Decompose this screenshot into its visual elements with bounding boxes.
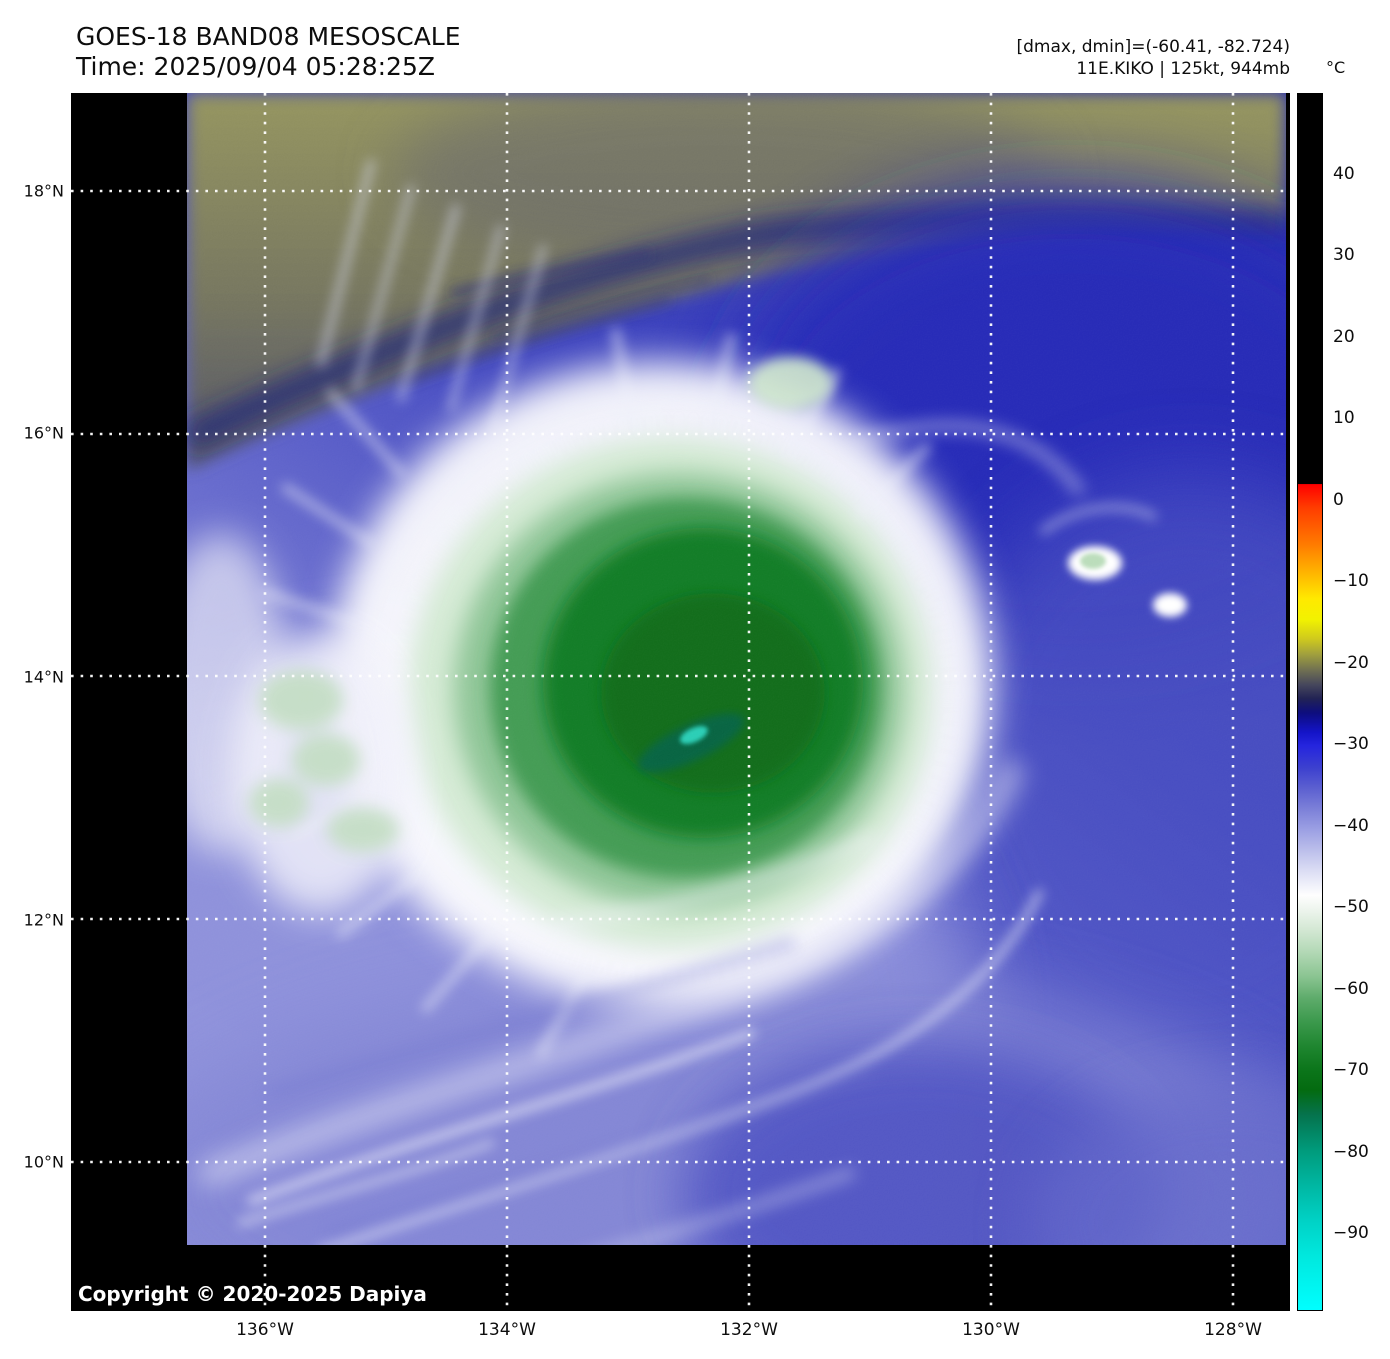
lon-tick-136w: 136°W [236,1320,294,1340]
cb-tick-m10: −10 [1333,571,1369,591]
cb-tick-40: 40 [1333,164,1355,184]
lat-tick-16n: 16°N [23,423,64,443]
lat-tick-14n: 14°N [23,667,64,687]
colorbar [1297,93,1323,1311]
cb-tick-m70: −70 [1333,1060,1369,1080]
cb-tick-m30: −30 [1333,734,1369,754]
cb-tick-m40: −40 [1333,816,1369,836]
grain-overlay [187,93,1286,1245]
cb-tick-10: 10 [1333,408,1355,428]
lon-tick-134w: 134°W [478,1320,536,1340]
graticule-gridlines [71,93,1290,1311]
cb-tick-m60: −60 [1333,979,1369,999]
lat-tick-18n: 18°N [23,181,64,201]
lon-tick-130w: 130°W [962,1320,1020,1340]
lon-tick-132w: 132°W [720,1320,778,1340]
storm-annotation: 11E.KIKO | 125kt, 944mb [1076,59,1290,79]
colorbar-unit-label: °C [1326,58,1346,77]
satellite-image [71,93,1290,1311]
cb-tick-m80: −80 [1333,1142,1369,1162]
lon-tick-128w: 128°W [1204,1320,1262,1340]
dmax-dmin-annotation: [dmax, dmin]=(-60.41, -82.724) [1016,37,1291,57]
cb-tick-m50: −50 [1333,897,1369,917]
cb-tick-0: 0 [1333,490,1344,510]
cb-tick-30: 30 [1333,245,1355,265]
lat-tick-12n: 12°N [23,910,64,930]
lat-tick-10n: 10°N [23,1152,64,1172]
cb-tick-m90: −90 [1333,1223,1369,1243]
plot-time: Time: 2025/09/04 05:28:25Z [76,52,435,81]
map-plot-area [71,93,1290,1311]
satellite-data-layer [187,93,1286,1245]
cb-tick-20: 20 [1333,327,1355,347]
plot-title: GOES-18 BAND08 MESOSCALE [76,22,461,51]
cb-tick-m20: −20 [1333,653,1369,673]
copyright-text: Copyright © 2020-2025 Dapiya [78,1282,427,1306]
